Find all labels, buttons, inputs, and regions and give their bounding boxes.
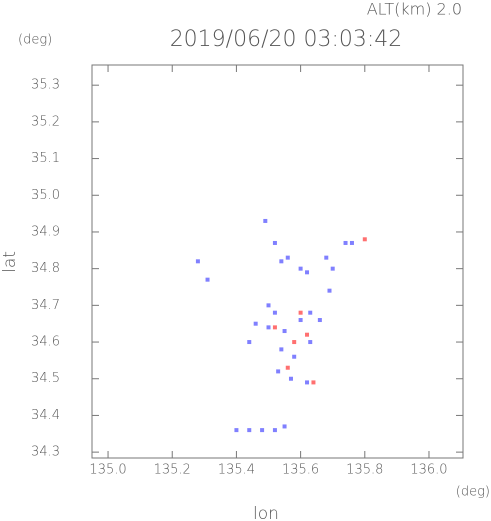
data-point [327,288,332,293]
data-point [266,325,271,330]
data-point [292,354,297,359]
data-point [305,380,310,385]
data-point [282,424,287,429]
data-point [305,270,310,275]
data-point [247,428,252,433]
data-point [195,259,200,264]
data-point [362,237,367,242]
data-point [330,266,335,271]
data-point [272,325,277,330]
x-tick-label: 135.4 [218,463,255,478]
y-tick-label: 35.0 [31,188,60,203]
y-tick-label: 34.4 [31,408,60,423]
y-tick-label: 34.3 [31,445,60,460]
chart-title: 2019/06/20 03:03:42 [170,27,403,52]
x-tick-label: 136.0 [410,463,447,478]
data-point [285,255,290,260]
data-point [253,321,258,326]
data-point [276,369,281,374]
data-point [272,240,277,245]
plot-frame [91,64,464,459]
data-point [311,380,316,385]
data-point [298,266,303,271]
data-point [324,255,329,260]
x-tick-label: 135.8 [346,463,383,478]
data-point [247,340,252,345]
data-point [349,240,354,245]
y-tick-label: 35.3 [31,78,60,93]
x-tick-label: 135.2 [154,463,191,478]
y-tick-label: 35.2 [31,114,60,129]
x-axis-label: lon [253,504,279,521]
data-point [205,277,210,282]
data-point [288,376,293,381]
data-point [234,428,239,433]
data-point [266,303,271,308]
data-point [317,318,322,323]
data-point [298,310,303,315]
y-tick-label: 34.9 [31,224,60,239]
y-tick-label: 34.6 [31,335,60,350]
annotation: ALT(km) 2.0 [367,0,462,19]
data-point [308,310,313,315]
data-point [272,310,277,315]
x-unit: (deg) [456,485,490,500]
data-point [285,365,290,370]
data-point [260,428,265,433]
data-point [282,329,287,334]
data-point [272,428,277,433]
x-tick-label: 135.6 [282,463,319,478]
y-tick-label: 34.5 [31,371,60,386]
data-point [292,340,297,345]
y-tick-label: 35.1 [31,151,60,166]
y-tick-label: 34.7 [31,298,60,313]
data-point [279,347,284,352]
x-tick-label: 135.0 [89,463,126,478]
data-point [308,340,313,345]
data-point [343,240,348,245]
data-point [298,318,303,323]
data-point [305,332,310,337]
data-point [279,259,284,264]
y-unit: (deg) [18,33,52,48]
y-axis-label: lat [0,251,20,273]
y-tick-label: 34.8 [31,261,60,276]
data-point [263,218,268,223]
